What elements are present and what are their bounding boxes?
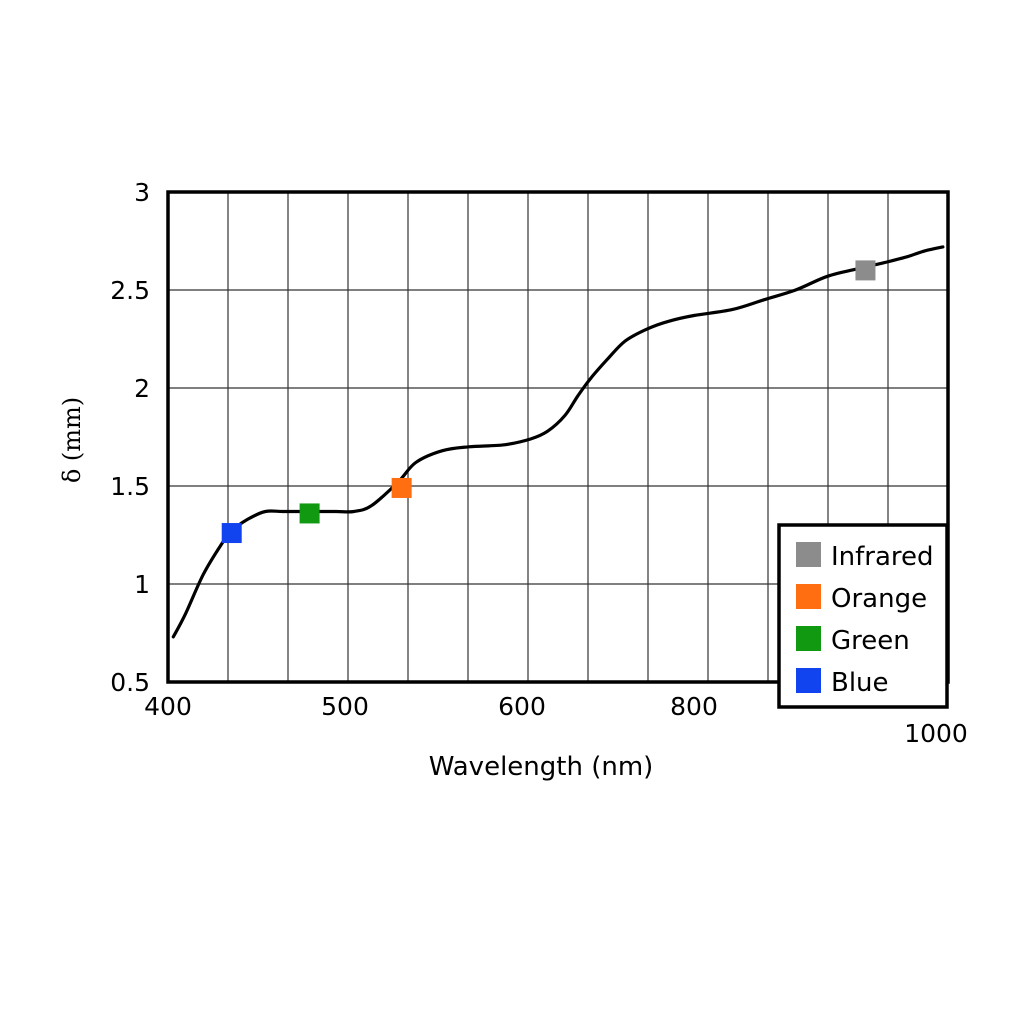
y-axis-label: δ (mm) (58, 397, 86, 483)
grid (168, 192, 948, 682)
legend-label-infrared: Infrared (831, 542, 934, 572)
x-tick-label: 500 (321, 692, 369, 721)
legend-label-orange: Orange (831, 584, 927, 614)
x-tick-label: 800 (670, 692, 718, 721)
x-tick-label: 400 (144, 692, 192, 721)
y-tick-label: 0.5 (110, 668, 150, 697)
x-axis-label: Wavelength (nm) (429, 752, 654, 782)
legend-swatch-orange (796, 584, 821, 609)
y-tick-label: 1 (134, 570, 150, 599)
x-tick-label: 1000 (904, 719, 968, 748)
legend-label-blue: Blue (831, 668, 889, 698)
marker-blue (221, 523, 242, 544)
marker-green (299, 503, 320, 524)
legend-swatch-blue (796, 668, 821, 693)
x-tick-label: 600 (498, 692, 546, 721)
series-line (171, 245, 945, 639)
legend-label-green: Green (831, 626, 910, 656)
plot-frame (166, 190, 950, 684)
tick-labels: 400 500 600 800 1000 0.5 1 1.5 2 2.5 3 (110, 178, 968, 748)
y-tick-label: 1.5 (110, 472, 150, 501)
series-layer (171, 245, 945, 639)
y-tick-label: 2.5 (110, 276, 150, 305)
y-tick-label: 2 (134, 374, 150, 403)
legend: Infrared Orange Green Blue (777, 523, 949, 709)
marker-layer (221, 260, 876, 544)
marker-infrared (855, 260, 876, 281)
y-tick-label: 3 (134, 178, 150, 207)
marker-orange (391, 477, 412, 498)
legend-swatch-green (796, 626, 821, 651)
legend-swatch-infrared (796, 542, 821, 567)
